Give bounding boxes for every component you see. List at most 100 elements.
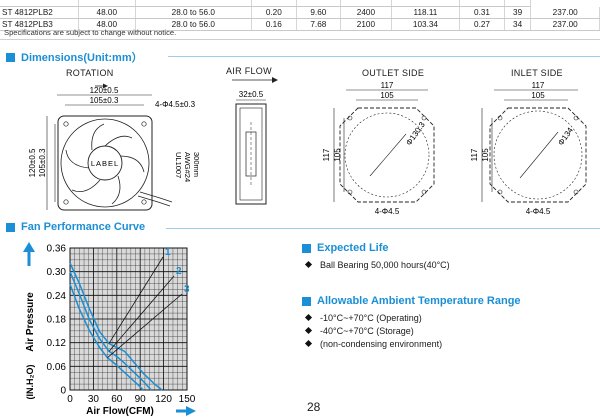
x-tick-label: 120: [155, 394, 172, 405]
airflow-arrow-icon: [272, 77, 278, 83]
table-cell: 39: [504, 6, 532, 19]
table-cell: 28.0 to 56.0: [135, 6, 253, 19]
y-tick-label: 0.06: [47, 362, 67, 373]
dim-text: 105: [531, 91, 545, 100]
table-cell: 48.00: [78, 6, 136, 19]
hub-label: LABEL: [91, 159, 119, 168]
list-item-text: (non-condensing environment): [320, 338, 443, 349]
table-row: ST 4812PLB2 48.00 28.0 to 56.0 0.20 9.60 2400…: [0, 6, 600, 19]
wire-note: 300mm: [192, 152, 201, 177]
fan-performance-title: Fan Performance Curve: [21, 221, 146, 233]
table-cell: 0.31: [459, 6, 505, 19]
y-axis-unit: (IN.H₂O): [25, 365, 35, 400]
section-square-icon: [302, 243, 311, 253]
dim-text: 105±0.3: [90, 96, 119, 105]
dimensions-header: Dimensions(Unit:mm）: [6, 49, 143, 65]
table-cell: 2100: [340, 18, 392, 31]
expected-life-header: Expected Life: [302, 242, 389, 254]
front-view-drawing: 120±0.5 105±0.3 4-Φ4.5±0.3 120±0.5 105±0…: [28, 83, 201, 211]
dim-text: 120±0.5: [28, 148, 37, 177]
dimensions-title: Dimensions(Unit:mm）: [21, 52, 143, 64]
dim-text: 4-Φ4.5±0.3: [155, 100, 196, 109]
ambient-temperature-header: Allowable Ambient Temperature Range: [302, 295, 521, 307]
table-row: [0, 0, 600, 7]
list-item: -10°C~+70°C (Operating): [304, 311, 442, 324]
table-cell: [391, 0, 461, 7]
inlet-side-label: INLET SIDE: [511, 68, 563, 78]
table-cell: ST 4812PLB3: [0, 18, 79, 31]
table-cell: [340, 0, 392, 7]
expected-life-title: Expected Life: [317, 242, 389, 254]
fan-performance-header: Fan Performance Curve: [6, 221, 145, 233]
table-cell: 9.60: [296, 6, 342, 19]
table-cell: [135, 0, 253, 7]
section-square-icon: [6, 222, 15, 232]
y-tick-label: 0.24: [47, 291, 67, 302]
diamond-bullet-icon: [304, 313, 313, 322]
dim-text: 120±0.5: [90, 86, 119, 95]
table-cell: 0.27: [459, 18, 505, 31]
x-tick-label: 150: [179, 394, 196, 405]
series-line-1: [69, 262, 163, 391]
performance-chart: 0 30 60 90 120 150 0 0.06 0.12 0.18 0.24 0.30 0.36 1…: [23, 242, 196, 417]
dim-text: Φ134: [556, 125, 575, 147]
table-cell: 48.00: [78, 18, 136, 31]
outlet-side-label: OUTLET SIDE: [362, 68, 425, 78]
wire-note: AWG#24: [183, 152, 192, 182]
expected-life-list: Ball Bearing 50,000 hours(40°C): [304, 258, 450, 271]
series-line-3: [69, 284, 144, 391]
list-item: -40°C~+70°C (Storage): [304, 324, 442, 337]
callout-leader: [107, 293, 183, 358]
dim-text: Φ130.3: [404, 120, 427, 147]
y-axis-title: Air Pressure: [25, 292, 36, 352]
divider: [166, 228, 600, 229]
table-cell: [296, 0, 342, 7]
dim-text: 117: [381, 81, 394, 90]
wire-note: UL1007: [174, 152, 183, 178]
diamond-bullet-icon: [304, 260, 313, 269]
series-line-2: [69, 271, 152, 391]
series-label: 2: [176, 266, 182, 277]
list-item-text: -40°C~+70°C (Storage): [320, 325, 414, 336]
series-label: 3: [184, 284, 190, 295]
x-tick-label: 90: [135, 394, 147, 405]
dim-text: 117: [322, 148, 331, 161]
table-cell: 2400: [340, 6, 392, 19]
spec-table: ST 4812PLB2 48.00 28.0 to 56.0 0.20 9.60 2400…: [0, 0, 600, 31]
outlet-side-drawing: 117 105 117 105 Φ130.3 4-Φ4.5: [322, 81, 435, 215]
table-cell: 103.34: [391, 18, 461, 31]
table-cell: 118.11: [391, 6, 461, 19]
table-row: ST 4812PLB3 48.00 28.0 to 56.0 0.16 7.68 2100…: [0, 18, 600, 31]
y-axis-arrow-icon: [23, 242, 35, 252]
x-tick-label: 60: [111, 394, 123, 405]
dim-text: 117: [532, 81, 545, 90]
divider: [168, 56, 600, 57]
table-cell: 0.16: [251, 18, 297, 31]
table-cell: [78, 0, 136, 7]
list-item-text: -10°C~+70°C (Operating): [320, 312, 422, 323]
x-tick-label: 0: [67, 394, 73, 405]
ambient-temperature-list: -10°C~+70°C (Operating) -40°C~+70°C (Sto…: [304, 311, 442, 350]
table-cell: 237.00: [530, 6, 600, 19]
dim-text: 105±0.3: [38, 148, 47, 177]
series-label: 1: [165, 247, 171, 258]
list-item-text: Ball Bearing 50,000 hours(40°C): [320, 259, 450, 270]
x-axis-arrow-icon: [186, 406, 196, 416]
table-cell: 237.00: [530, 18, 600, 31]
side-view-drawing: 32±0.5: [232, 77, 278, 205]
dim-text: 4-Φ4.5: [375, 207, 400, 215]
table-cell: ST 4812PLB2: [0, 6, 79, 19]
airflow-label: AIR FLOW: [226, 66, 272, 76]
divider: [0, 39, 600, 40]
callout-leader: [108, 275, 175, 352]
table-cell: [504, 0, 532, 7]
rotation-arrow-icon: [103, 83, 108, 89]
y-tick-label: 0.36: [47, 244, 67, 255]
ambient-temperature-title: Allowable Ambient Temperature Range: [317, 295, 521, 307]
table-cell: 0.20: [251, 6, 297, 19]
table-cell: 28.0 to 56.0: [135, 18, 253, 31]
list-item: Ball Bearing 50,000 hours(40°C): [304, 258, 450, 271]
dim-text: 105: [333, 148, 342, 162]
x-axis-title: Air Flow(CFM): [86, 406, 154, 417]
spec-note: Specifications are subject to change wit…: [4, 28, 177, 37]
